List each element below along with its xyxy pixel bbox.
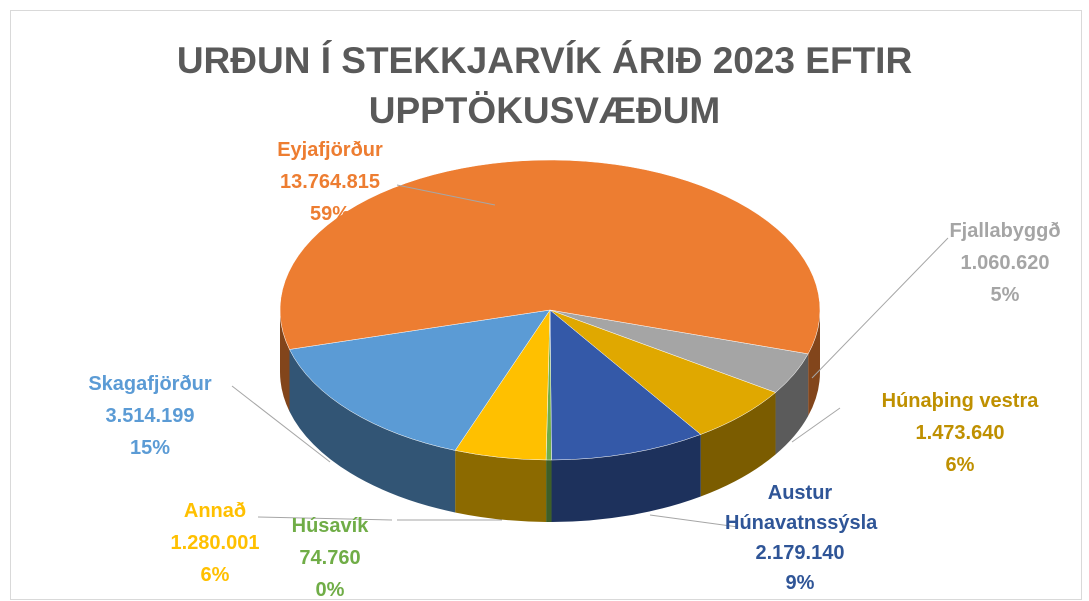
chart-frame: [10, 10, 1082, 600]
category-label: Skagafjörður: [88, 373, 212, 395]
leader-line: [649, 514, 739, 528]
slice-side: [280, 310, 290, 412]
leader-line: [791, 407, 841, 443]
category-label: Fjallabyggð: [949, 220, 1061, 242]
data-label: Annað 1.280.001 6%: [171, 495, 260, 591]
leader-line: [396, 184, 496, 206]
chart-title-box: URÐUN Í STEKKJARVÍK ÁRIÐ 2023 EFTIR UPPT…: [0, 36, 1089, 136]
value-label: 1.060.620: [960, 252, 1050, 274]
data-label: Húnaþing vestra 1.473.640 6%: [882, 385, 1039, 481]
leader-line: [231, 385, 331, 463]
category-label: Austur Húnavatnssýsla: [725, 482, 878, 534]
percent-label: 5%: [990, 284, 1020, 306]
percent-label: 59%: [309, 203, 351, 225]
leader-line: [811, 237, 949, 379]
category-label: Annað: [183, 500, 247, 522]
percent-label: 9%: [785, 572, 815, 594]
slice: [549, 309, 702, 461]
slice: [289, 309, 551, 451]
category-label: Húsavík: [291, 515, 369, 537]
data-label: Fjallabyggð 1.060.620 5%: [949, 215, 1060, 311]
slice: [279, 159, 821, 355]
percent-label: 6%: [945, 454, 975, 476]
data-label: Húsavík 74.760 0%: [292, 510, 369, 601]
value-label: 74.760: [299, 547, 361, 569]
leader-line: [257, 516, 393, 521]
data-label: Eyjafjörður 13.764.815 59%: [277, 134, 383, 230]
percent-label: 6%: [200, 564, 230, 586]
category-label: Húnaþing vestra: [881, 390, 1039, 412]
slice-side: [808, 310, 820, 416]
percent-label: 0%: [315, 579, 345, 601]
value-label: 1.473.640: [915, 422, 1005, 444]
slice-side: [551, 434, 701, 522]
value-label: 13.764.815: [279, 171, 381, 193]
data-label: Skagafjörður 3.514.199 15%: [88, 368, 211, 464]
category-label: Eyjafjörður: [277, 139, 383, 161]
slice-side: [775, 353, 809, 455]
value-label: 1.280.001: [170, 532, 260, 554]
data-label: Austur Húnavatnssýsla 2.179.140 9%: [725, 478, 878, 598]
value-label: 3.514.199: [105, 405, 195, 427]
slice-side: [455, 450, 547, 522]
percent-label: 15%: [129, 437, 171, 459]
slice-side: [289, 349, 456, 513]
slice-side: [546, 459, 552, 523]
slice-side: [700, 392, 776, 497]
chart-title: URÐUN Í STEKKJARVÍK ÁRIÐ 2023 EFTIR UPPT…: [176, 40, 913, 131]
value-label: 2.179.140: [755, 542, 845, 564]
